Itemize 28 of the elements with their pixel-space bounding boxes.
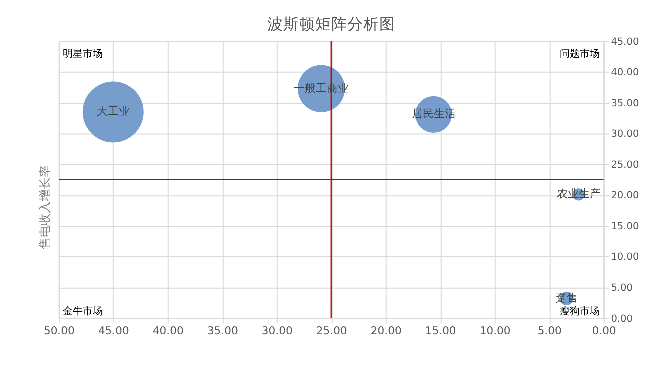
x-tick-label: 35.00 (207, 324, 238, 338)
chart-title: 波斯顿矩阵分析图 (267, 14, 396, 34)
y-tick-label: 15.00 (611, 221, 640, 232)
x-tick-label: 10.00 (480, 324, 511, 338)
annotation: 问题市场 (560, 48, 600, 60)
y-tick-label: 35.00 (611, 98, 640, 110)
x-tick-label: 0.00 (592, 324, 616, 338)
y-tick-label: 10.00 (611, 252, 640, 264)
x-tick-label: 25.00 (316, 324, 348, 338)
x-tick-label: 20.00 (370, 324, 402, 338)
annotation: 大工业 (96, 105, 130, 118)
x-tick-label: 30.00 (262, 324, 293, 338)
y-tick-label: 5.00 (611, 283, 634, 294)
y-tick-label: 20.00 (611, 190, 640, 202)
y-tick-label: 25.00 (611, 160, 640, 171)
y-axis-title: 售电收入增长率 (38, 166, 52, 250)
annotation: 金牛市场 (62, 305, 103, 318)
x-tick-label: 40.00 (152, 324, 184, 338)
y-tick-label: 40.00 (611, 68, 640, 79)
annotation: 瘦狗市场 (560, 305, 600, 318)
x-tick-label: 50.00 (44, 324, 75, 338)
x-tick-label: 15.00 (425, 324, 456, 338)
x-tick-label: 5.00 (538, 324, 562, 338)
y-tick-label: 30.00 (611, 129, 640, 140)
y-tick-label: 0.00 (611, 314, 634, 325)
annotation: 明星市场 (62, 48, 103, 60)
x-tick-label: 45.00 (98, 324, 130, 338)
y-tick-label: 45.00 (611, 36, 640, 48)
